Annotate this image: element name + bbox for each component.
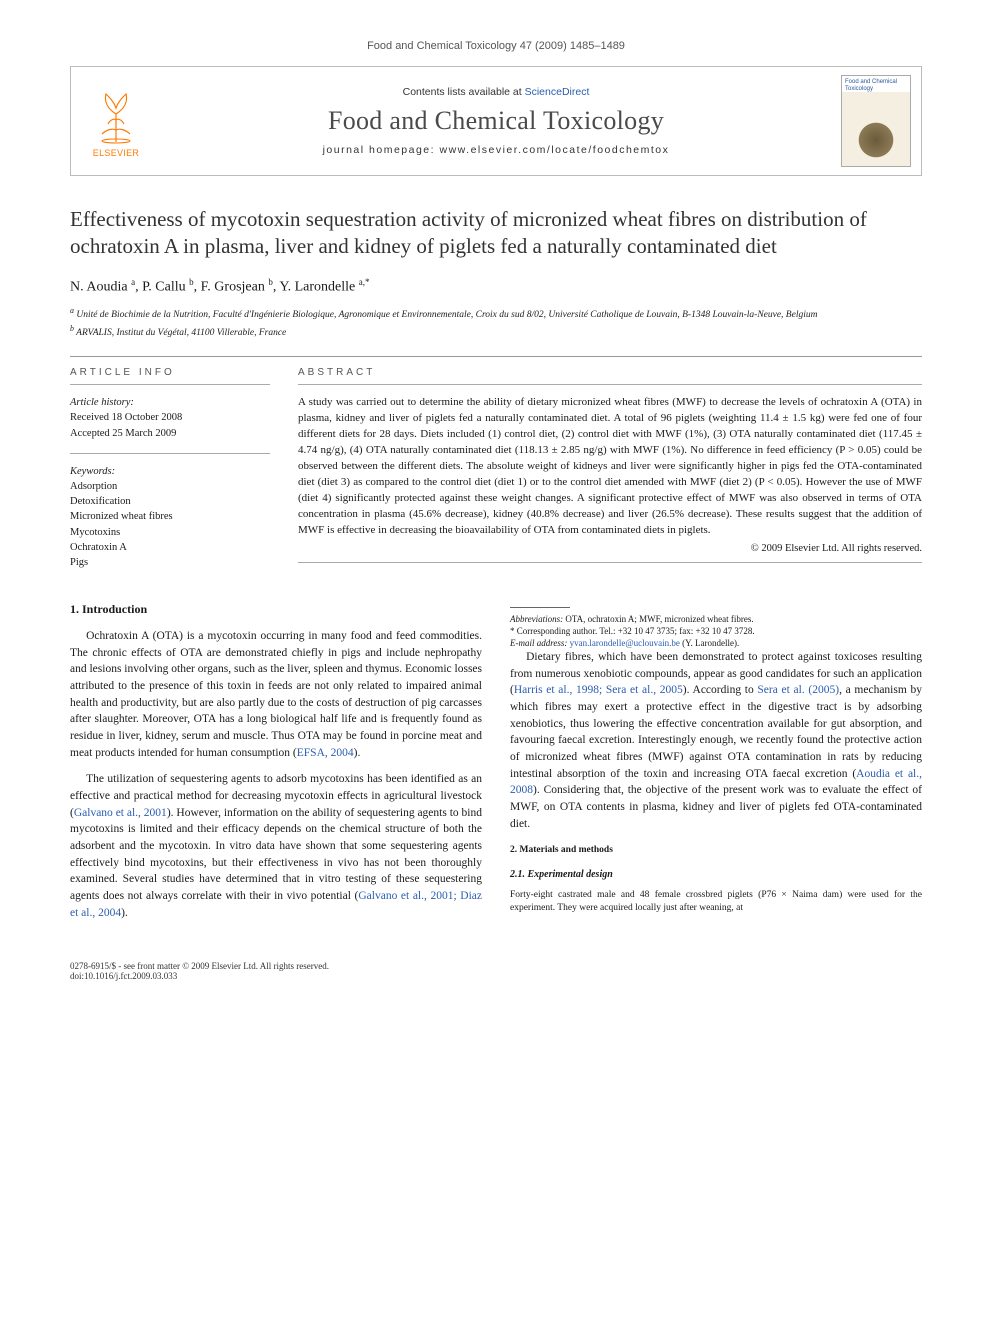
keywords-block: Keywords: Adsorption Detoxification Micr… xyxy=(70,464,270,571)
citation-link[interactable]: Galvano et al., 2001 xyxy=(74,807,167,819)
publisher-logo-block: ELSEVIER xyxy=(71,67,161,175)
citation-link[interactable]: Harris et al., 1998; Sera et al., 2005 xyxy=(514,684,683,696)
keyword: Ochratoxin A xyxy=(70,540,270,555)
keyword: Mycotoxins xyxy=(70,525,270,540)
email-link[interactable]: yvan.larondelle@uclouvain.be xyxy=(567,638,680,648)
intro-p3c: , a mechanism by which fibres may exert … xyxy=(510,684,922,779)
intro-p3b: ). According to xyxy=(683,684,758,696)
keyword: Adsorption xyxy=(70,479,270,494)
email-footnote: E-mail address: yvan.larondelle@uclouvai… xyxy=(510,637,922,649)
publisher-name: ELSEVIER xyxy=(93,148,139,158)
divider-rule xyxy=(70,356,922,357)
affiliation-a-text: Unité de Biochimie de la Nutrition, Facu… xyxy=(76,310,817,320)
journal-name: Food and Chemical Toxicology xyxy=(161,106,831,136)
keywords-label: Keywords: xyxy=(70,464,270,479)
author-list: N. Aoudia a, P. Callu b, F. Grosjean b, … xyxy=(70,277,922,296)
intro-paragraph-2: The utilization of sequestering agents t… xyxy=(70,771,482,921)
intro-p1-end: ). xyxy=(354,747,361,759)
journal-cover-thumbnail: Food and Chemical Toxicology xyxy=(841,75,911,167)
article-history: Article history: Received 18 October 200… xyxy=(70,395,270,441)
journal-masthead: ELSEVIER Contents lists available at Sci… xyxy=(70,66,922,176)
abbreviations-footnote: Abbreviations: OTA, ochratoxin A; MWF, m… xyxy=(510,613,922,625)
corresponding-author-footnote: * Corresponding author. Tel.: +32 10 47 … xyxy=(510,625,922,637)
abstract-column: ABSTRACT A study was carried out to dete… xyxy=(298,367,922,572)
doi-line: doi:10.1016/j.fct.2009.03.033 xyxy=(70,971,329,981)
page-footer: 0278-6915/$ - see front matter © 2009 El… xyxy=(70,961,922,981)
masthead-center: Contents lists available at ScienceDirec… xyxy=(161,67,831,175)
intro-p3d: ). Considering that, the objective of th… xyxy=(510,784,922,829)
abstract-text: A study was carried out to determine the… xyxy=(298,395,922,538)
abbrev-label: Abbreviations: xyxy=(510,614,563,624)
homepage-prefix: journal homepage: xyxy=(323,144,440,156)
keyword: Detoxification xyxy=(70,494,270,509)
sciencedirect-link[interactable]: ScienceDirect xyxy=(525,86,590,98)
keyword: Pigs xyxy=(70,555,270,570)
homepage-url: www.elsevier.com/locate/foodchemtox xyxy=(439,144,669,156)
running-head: Food and Chemical Toxicology 47 (2009) 1… xyxy=(70,40,922,52)
history-label: Article history: xyxy=(70,395,270,410)
affiliation-b: b ARVALIS, Institut du Végétal, 41100 Vi… xyxy=(70,323,922,340)
intro-paragraph-1: Ochratoxin A (OTA) is a mycotoxin occurr… xyxy=(70,628,482,761)
abstract-copyright: © 2009 Elsevier Ltd. All rights reserved… xyxy=(298,543,922,554)
abstract-heading: ABSTRACT xyxy=(298,367,922,378)
intro-paragraph-3: Dietary fibres, which have been demonstr… xyxy=(510,649,922,832)
experimental-design-subheading: 2.1. Experimental design xyxy=(510,868,922,883)
affiliations: a Unité de Biochimie de la Nutrition, Fa… xyxy=(70,305,922,340)
footnotes-block: Abbreviations: OTA, ochratoxin A; MWF, m… xyxy=(510,601,922,649)
intro-p2d: ). xyxy=(121,907,128,919)
article-info-heading: ARTICLE INFO xyxy=(70,367,270,378)
accepted-date: Accepted 25 March 2009 xyxy=(70,426,270,441)
footer-left: 0278-6915/$ - see front matter © 2009 El… xyxy=(70,961,329,981)
contents-prefix: Contents lists available at xyxy=(403,86,525,98)
article-title: Effectiveness of mycotoxin sequestration… xyxy=(70,206,922,261)
article-info-column: ARTICLE INFO Article history: Received 1… xyxy=(70,367,270,572)
mm-paragraph-1: Forty-eight castrated male and 48 female… xyxy=(510,889,922,917)
citation-link[interactable]: EFSA, 2004 xyxy=(297,747,354,759)
email-label: E-mail address: xyxy=(510,638,567,648)
cover-thumbnail-block: Food and Chemical Toxicology xyxy=(831,67,921,175)
journal-homepage-line: journal homepage: www.elsevier.com/locat… xyxy=(161,144,831,156)
affiliation-a: a Unité de Biochimie de la Nutrition, Fa… xyxy=(70,305,922,322)
cover-seal-icon xyxy=(856,120,896,160)
email-tail: (Y. Larondelle). xyxy=(680,638,739,648)
received-date: Received 18 October 2008 xyxy=(70,410,270,425)
front-matter-line: 0278-6915/$ - see front matter © 2009 El… xyxy=(70,961,329,971)
contents-available-line: Contents lists available at ScienceDirec… xyxy=(161,86,831,98)
cover-caption: Food and Chemical Toxicology xyxy=(845,79,907,92)
materials-methods-heading: 2. Materials and methods xyxy=(510,844,922,858)
affiliation-b-text: ARVALIS, Institut du Végétal, 41100 Vill… xyxy=(76,328,286,338)
citation-link[interactable]: Sera et al. (2005) xyxy=(757,684,839,696)
keyword: Micronized wheat fibres xyxy=(70,509,270,524)
intro-p1-text: Ochratoxin A (OTA) is a mycotoxin occurr… xyxy=(70,630,482,759)
abbrev-text: OTA, ochratoxin A; MWF, micronized wheat… xyxy=(563,614,754,624)
intro-heading: 1. Introduction xyxy=(70,601,482,618)
elsevier-tree-icon xyxy=(88,84,144,144)
body-two-column: 1. Introduction Ochratoxin A (OTA) is a … xyxy=(70,601,922,931)
